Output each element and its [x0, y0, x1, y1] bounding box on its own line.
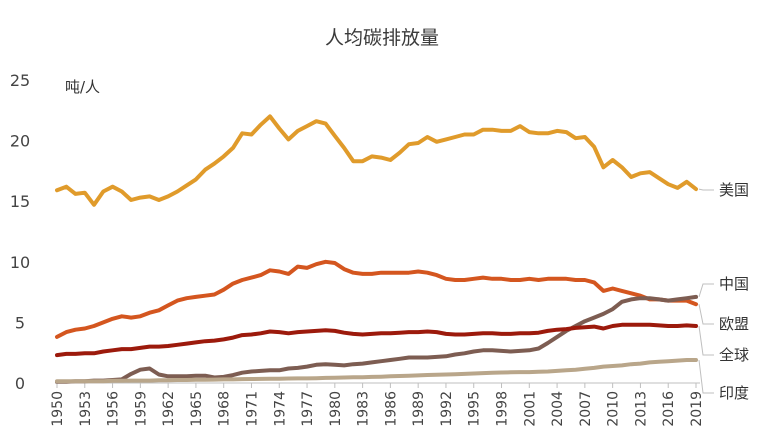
- x-tick-label: 1980: [328, 391, 344, 427]
- x-tick-label: 2001: [522, 391, 538, 427]
- x-tick-label: 1983: [356, 391, 372, 427]
- series-group: [55, 114, 698, 384]
- series-leader-line: [698, 359, 714, 394]
- series-label: 欧盟: [719, 315, 749, 333]
- x-tick-label: 1995: [467, 391, 483, 427]
- x-tick-label: 2004: [550, 391, 566, 427]
- x-tick-label: 1986: [383, 391, 399, 427]
- x-tick-label: 2016: [661, 391, 677, 427]
- x-tick-label: 1968: [217, 391, 233, 427]
- x-tick-label: 1989: [411, 391, 427, 427]
- y-tick-label: 0: [15, 374, 25, 393]
- y-tick-label: 15: [10, 192, 30, 211]
- series-line-4: [55, 358, 698, 384]
- unit-label: 吨/人: [65, 78, 100, 96]
- y-tick-label: 20: [10, 132, 30, 151]
- x-tick-label: 2019: [689, 391, 705, 427]
- y-tick-label: 10: [10, 253, 30, 272]
- x-tick-group: 1950 1953 1956 1959 1962 1965 1968 1971 1974 1977…: [50, 383, 705, 427]
- series-label: 美国: [719, 181, 749, 199]
- y-tick-label: 5: [15, 313, 25, 332]
- y-tick-group: 0 5 10 15 20 25: [10, 71, 30, 393]
- x-tick-label: 1974: [272, 391, 288, 427]
- x-tick-label: 1959: [133, 391, 149, 427]
- y-tick-label: 25: [10, 71, 30, 90]
- series-leader-line: [698, 304, 714, 325]
- x-tick-label: 2013: [633, 391, 649, 427]
- x-tick-label: 2007: [578, 391, 594, 427]
- series-line-1: [55, 259, 698, 339]
- x-tick-label: 1971: [244, 391, 260, 427]
- x-tick-label: 1992: [439, 391, 455, 427]
- series-label: 印度: [719, 384, 749, 402]
- series-line-2: [55, 294, 698, 384]
- series-leader-line: [698, 188, 714, 191]
- series-label: 中国: [719, 275, 749, 293]
- x-tick-label: 1998: [495, 391, 511, 427]
- x-tick-label: 1965: [189, 391, 205, 427]
- series-leader-line: [698, 325, 714, 356]
- x-tick-label: 1977: [300, 391, 316, 427]
- x-tick-label: 2010: [606, 391, 622, 427]
- series-line-0: [55, 114, 698, 207]
- series-line-3: [55, 322, 698, 358]
- x-tick-label: 1962: [161, 391, 177, 427]
- series-leader-line: [698, 283, 714, 298]
- series-label: 全球: [719, 346, 749, 364]
- x-tick-label: 1953: [78, 391, 94, 427]
- x-tick-label: 1950: [50, 391, 66, 427]
- x-tick-label: 1956: [106, 391, 122, 427]
- chart-title: 人均碳排放量: [325, 27, 439, 49]
